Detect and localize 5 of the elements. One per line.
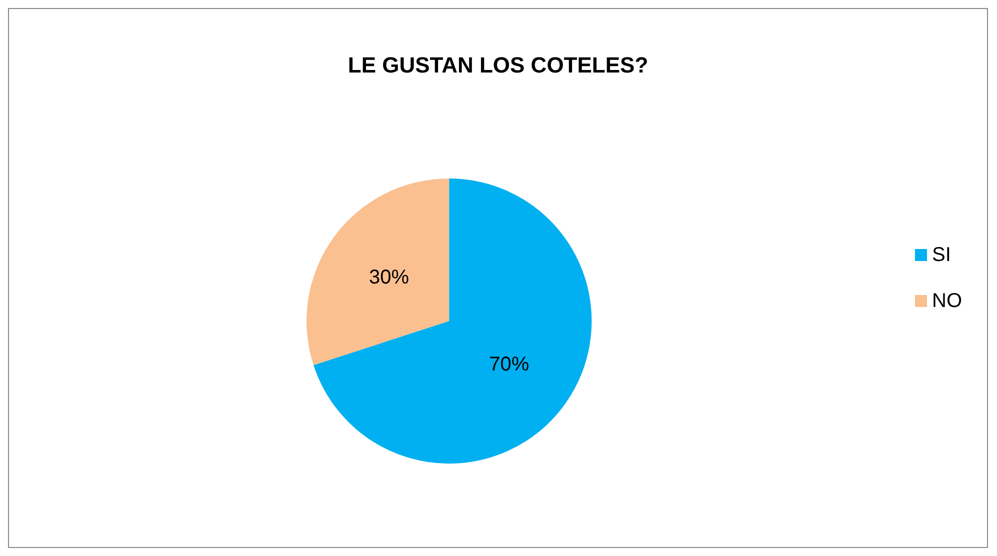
data-label: 70% (489, 354, 530, 376)
legend-label: SI (932, 244, 951, 266)
legend-label: NO (932, 290, 962, 312)
data-label: 30% (368, 266, 410, 288)
chart-title: LE GUSTAN LOS COTELES? (348, 52, 648, 78)
